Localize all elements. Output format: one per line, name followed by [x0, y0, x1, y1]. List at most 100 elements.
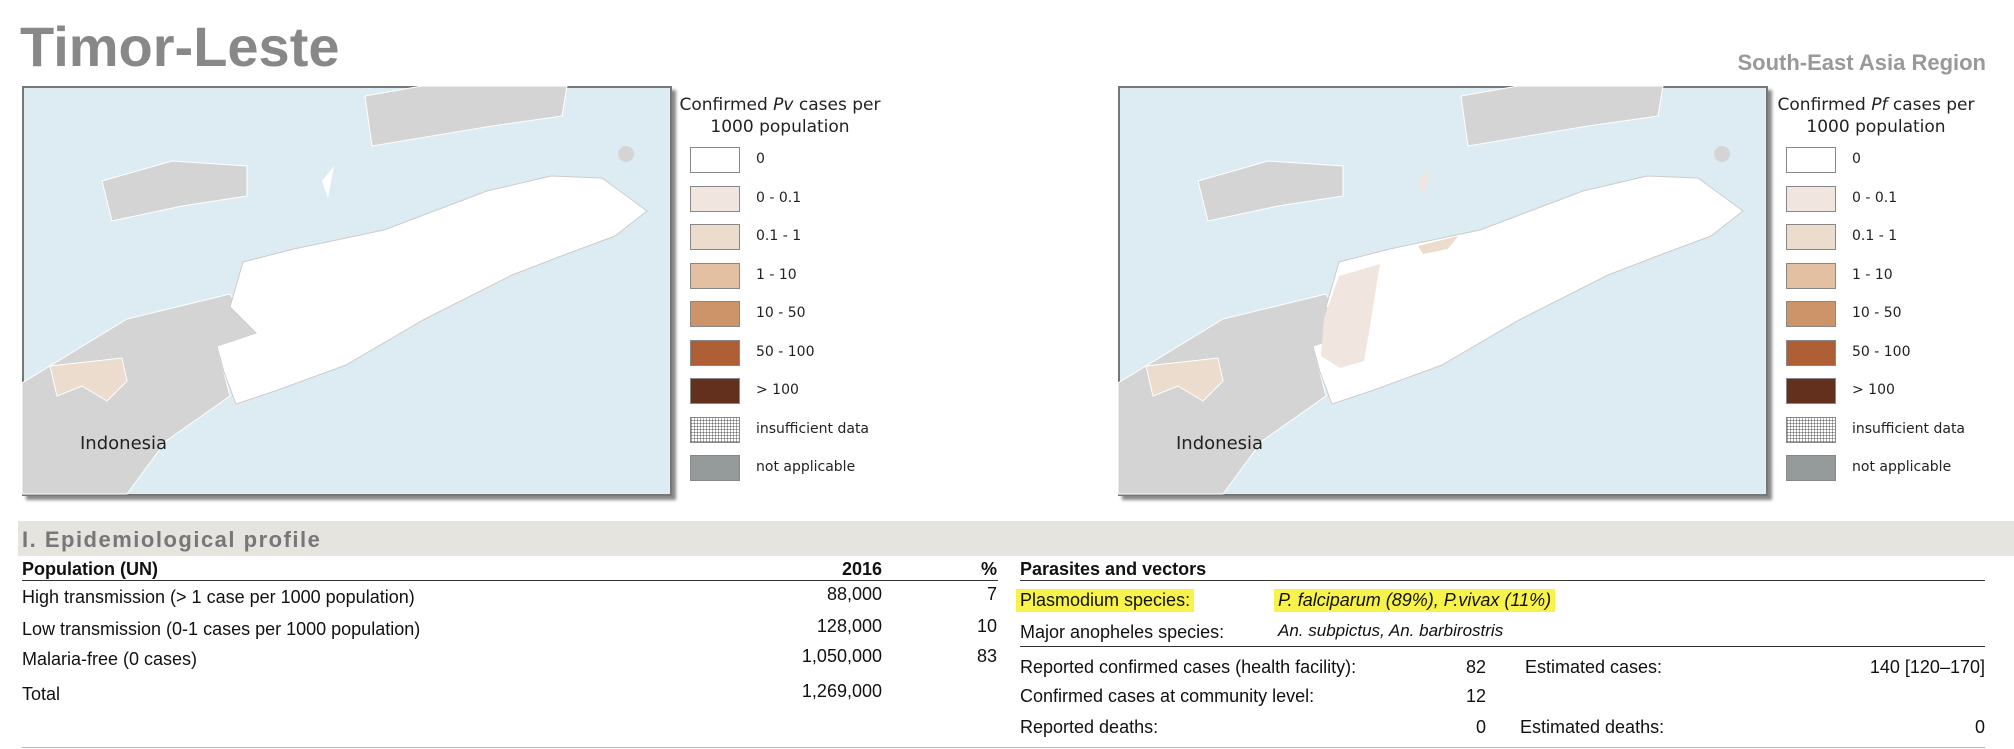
timor-district — [1418, 236, 1458, 254]
legend-label: 0 — [1852, 151, 1861, 167]
legend-swatch — [1786, 262, 1836, 289]
legend-swatch — [690, 301, 740, 327]
legend-swatch — [1786, 378, 1836, 404]
legend-swatch — [690, 339, 740, 366]
region: South-East Asia Region — [1737, 50, 1986, 75]
legend-label: 0 - 0.1 — [756, 189, 802, 206]
section-band: I. Epidemiological profile — [18, 521, 2014, 556]
legend-label: 1 - 10 — [756, 266, 797, 283]
species-label: Plasmodium species: — [1016, 589, 1195, 612]
oecusse — [49, 357, 128, 402]
case-label: Reported confirmed cases (health facilit… — [1020, 657, 1357, 677]
legend-swatch — [690, 378, 740, 404]
legend-swatch — [1786, 339, 1836, 366]
case-value: 0 — [1475, 717, 1486, 737]
legend-swatch — [1786, 301, 1836, 327]
row-pct: 7 — [986, 584, 997, 604]
estimate-value: 0 — [1974, 717, 1985, 737]
row-label: Malaria-free (0 cases) — [22, 649, 198, 669]
legend-swatch — [1786, 455, 1836, 481]
legend-label: 0.1 - 1 — [756, 228, 802, 244]
island — [322, 166, 334, 198]
country-title: Timor-Leste — [20, 15, 340, 78]
island — [1418, 166, 1430, 198]
legend-title-part: 1000 population — [1806, 117, 1946, 137]
legend-label: > 100 — [756, 382, 799, 398]
legend-label: 10 - 50 — [756, 305, 806, 321]
legend-label: not applicable — [1852, 459, 1952, 475]
row-count: 88,000 — [826, 584, 882, 604]
anopheles-label: Major anopheles species: — [1020, 622, 1225, 642]
rule — [1020, 646, 1985, 647]
island — [1460, 86, 1664, 147]
timor — [216, 175, 648, 405]
island — [1714, 146, 1730, 162]
row-pct: 10 — [976, 616, 997, 636]
table-header: 2016 — [841, 559, 882, 579]
legend-title-part: Confirmed — [1777, 95, 1866, 115]
legend-label: 0 - 0.1 — [1852, 189, 1898, 206]
map-pv: Indonesia — [22, 86, 672, 496]
table-header: Population (UN) — [22, 559, 158, 579]
legend-title-part: 1000 population — [710, 117, 850, 137]
case-label: Confirmed cases at community level: — [1020, 686, 1315, 706]
legend-title-part: Confirmed — [679, 95, 768, 115]
map-label: Indonesia — [1176, 433, 1263, 454]
legend-swatch — [1786, 416, 1836, 443]
rule — [22, 747, 1985, 748]
row-label: Low transmission (0-1 cases per 1000 pop… — [22, 619, 421, 639]
legend-swatch — [1786, 224, 1836, 250]
legend-title-part: cases per — [1892, 95, 1975, 115]
legend-swatch — [1786, 147, 1836, 173]
estimate-label: Estimated deaths: — [1520, 717, 1665, 737]
legend-label: insufficient data — [756, 420, 870, 437]
parasites-header: Parasites and vectors — [1020, 559, 1207, 579]
legend-title-part: cases per — [798, 95, 881, 115]
row-count: 1,269,000 — [801, 681, 882, 701]
legend-swatch — [690, 147, 740, 173]
legend-label: not applicable — [756, 459, 856, 475]
row-count: 128,000 — [816, 616, 882, 636]
legend-label: insufficient data — [1852, 420, 1966, 437]
row-label: Total — [22, 684, 61, 704]
case-value: 12 — [1465, 686, 1486, 706]
species-value: P. falciparum (89%), P.vivax (11%) — [1274, 589, 1556, 612]
section-title: I. Epidemiological profile — [22, 527, 322, 552]
row-pct: 83 — [976, 646, 997, 666]
legend-title: Confirmed Pv cases per 1000 population — [670, 94, 890, 138]
island — [364, 86, 568, 147]
legend-title-part: Pv — [773, 95, 794, 115]
legend-label: 0 — [756, 151, 765, 167]
legend-label: 1 - 10 — [1852, 266, 1893, 283]
legend-label: 10 - 50 — [1852, 305, 1902, 321]
island — [1197, 160, 1344, 222]
case-value: 82 — [1465, 657, 1486, 677]
legend-swatch — [690, 416, 740, 443]
legend-label: 50 - 100 — [1852, 343, 1911, 360]
legend-swatch — [690, 455, 740, 481]
oecusse — [1145, 357, 1224, 402]
rule — [22, 580, 998, 581]
row-label: High transmission (> 1 case per 1000 pop… — [22, 587, 415, 607]
legend-title: Confirmed Pf cases per 1000 population — [1766, 94, 1986, 138]
map-label: Indonesia — [80, 433, 167, 454]
anopheles-value: An. subpictus, An. barbirostris — [1278, 621, 1504, 640]
estimate-label: Estimated cases: — [1525, 657, 1663, 677]
legend-label: 0.1 - 1 — [1852, 228, 1898, 244]
island — [101, 160, 248, 222]
legend-label: > 100 — [1852, 382, 1895, 398]
legend-label: 50 - 100 — [756, 343, 815, 360]
estimate-value: 140 [120–170] — [1869, 657, 1985, 677]
legend-swatch — [690, 262, 740, 289]
legend-swatch — [1786, 185, 1836, 212]
rule — [1020, 580, 1985, 581]
island — [618, 146, 634, 162]
case-label: Reported deaths: — [1020, 717, 1159, 737]
legend-swatch — [690, 185, 740, 212]
timor-district — [1321, 264, 1380, 368]
timor — [1312, 175, 1744, 405]
legend-swatch — [690, 224, 740, 250]
row-count: 1,050,000 — [801, 646, 882, 666]
map-pf: Indonesia — [1118, 86, 1768, 496]
